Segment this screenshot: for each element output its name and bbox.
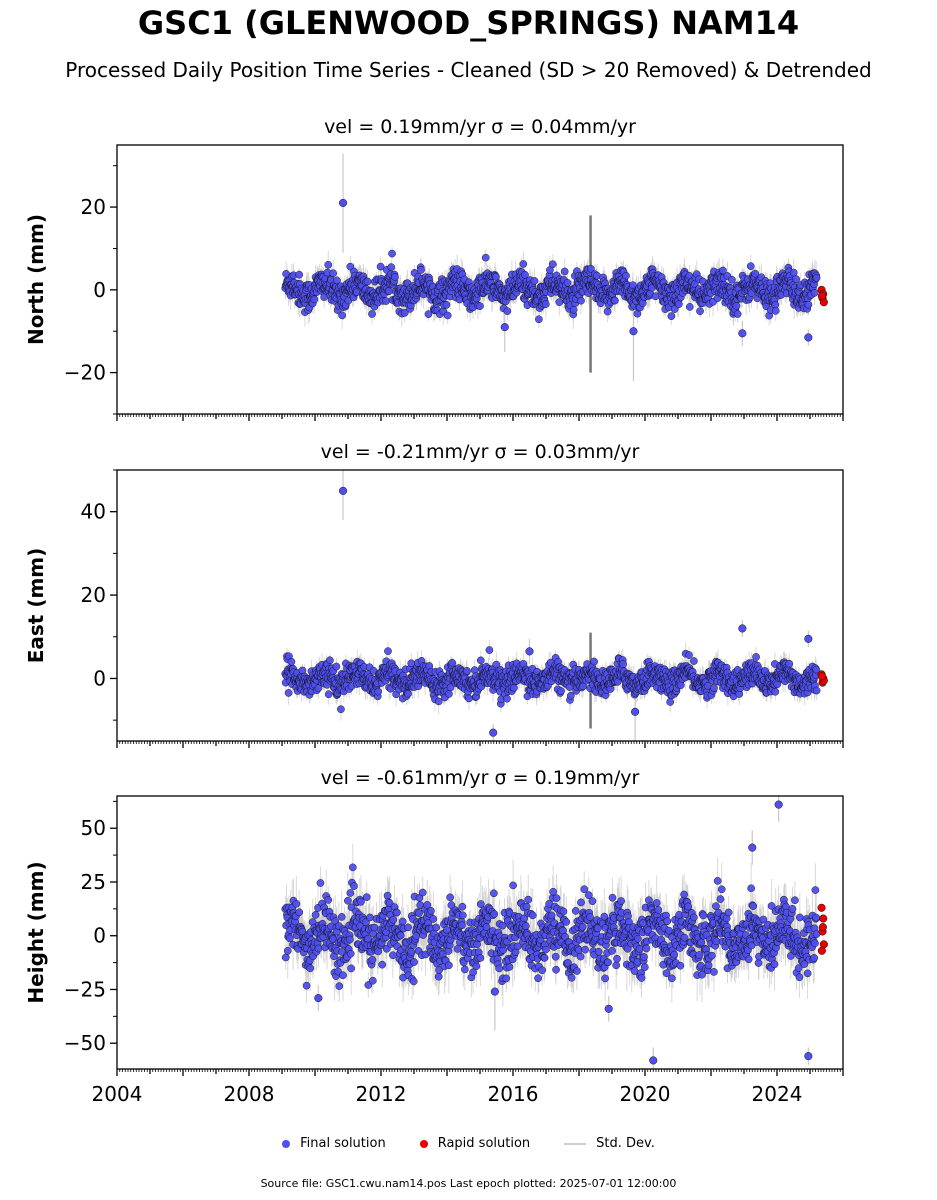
y-tick-label: −20 (64, 361, 106, 385)
final-solution-point (404, 689, 412, 698)
final-solution-point (434, 697, 443, 706)
final-solution-point (339, 198, 348, 207)
final-solution-point (577, 296, 585, 305)
final-solution-point (629, 281, 637, 290)
final-solution-point (674, 300, 683, 309)
final-solution-point (555, 298, 564, 307)
final-solution-point (337, 705, 345, 714)
rapid-solution-point (817, 292, 826, 301)
final-solution-point (310, 295, 319, 304)
y-tick-label: 20 (81, 195, 106, 219)
final-solution-point (368, 310, 376, 318)
final-solution-point (465, 694, 473, 703)
final-solution-point (812, 274, 821, 282)
final-solution-point (387, 263, 396, 271)
final-solution-point (771, 306, 780, 315)
final-solution-point (510, 684, 518, 692)
final-solution-point (751, 269, 760, 278)
final-solution-point (295, 270, 304, 279)
panel-title: vel = 0.19mm/yr σ = 0.04mm/yr (324, 116, 636, 138)
final-solution-point (566, 691, 575, 700)
final-solution-point (530, 277, 539, 285)
final-solution-point (476, 656, 485, 665)
final-solution-point (287, 657, 296, 666)
final-solution-point (804, 300, 813, 309)
final-solution-point (332, 662, 341, 671)
final-solution-point (400, 308, 409, 317)
final-solution-point (388, 249, 396, 258)
final-solution-point (557, 687, 565, 695)
final-solution-point (535, 315, 543, 324)
final-solution-point (563, 279, 572, 287)
y-axis-label: North (mm) (24, 214, 48, 345)
final-solution-point (500, 323, 509, 332)
final-solution-point (476, 302, 484, 310)
final-solution-point (485, 646, 494, 654)
final-solution-point (548, 260, 557, 269)
final-solution-point (503, 307, 512, 316)
final-solution-point (374, 687, 382, 696)
final-solution-point (792, 275, 800, 283)
final-solution-point (376, 262, 385, 271)
final-solution-point (733, 310, 742, 318)
final-solution-point (448, 658, 457, 667)
data-layer (281, 470, 828, 741)
panel-title: vel = -0.21mm/yr σ = 0.03mm/yr (321, 441, 640, 463)
final-solution-point (338, 311, 347, 320)
chart-title: GSC1 (GLENWOOD_SPRINGS) NAM14 (137, 4, 800, 42)
final-solution-point (670, 305, 679, 313)
y-axis-label: East (mm) (24, 548, 48, 664)
final-solution-point (424, 310, 433, 319)
final-solution-point (446, 683, 455, 692)
final-solution-point (314, 684, 323, 693)
final-solution-point (746, 262, 755, 271)
final-solution-point (324, 260, 333, 269)
final-solution-point (696, 307, 704, 315)
y-tick-label: 0 (93, 278, 106, 302)
final-solution-point (667, 312, 676, 321)
final-solution-point (332, 276, 341, 285)
final-solution-point (384, 647, 392, 655)
final-solution-point (685, 303, 694, 311)
chart-subtitle: Processed Daily Position Time Series - C… (65, 58, 872, 82)
final-solution-point (590, 657, 598, 666)
final-solution-point (611, 296, 619, 305)
panel-north: vel = 0.19mm/yr σ = 0.04mm/yr North (mm)−… (24, 116, 844, 421)
final-solution-point (789, 268, 798, 277)
final-solution-point (804, 333, 813, 342)
final-solution-point (629, 327, 638, 336)
final-solution-point (738, 329, 747, 338)
final-solution-point (541, 300, 550, 308)
final-solution-point (651, 292, 660, 301)
final-solution-point (382, 297, 390, 305)
final-solution-point (586, 264, 595, 273)
final-solution-point (481, 253, 490, 262)
final-solution-point (503, 694, 511, 703)
final-solution-point (324, 690, 333, 699)
final-solution-point (622, 271, 630, 280)
final-solution-point (519, 260, 528, 268)
final-solution-point (463, 666, 471, 675)
final-solution-point (728, 275, 736, 284)
final-solution-point (442, 300, 451, 309)
final-solution-point (391, 272, 399, 281)
final-solution-point (492, 272, 500, 281)
final-solution-point (284, 689, 293, 697)
final-solution-point (443, 311, 452, 320)
final-solution-point (810, 288, 819, 297)
final-solution-point (603, 307, 612, 316)
final-solution-point (363, 277, 372, 286)
final-solution-point (329, 269, 338, 278)
final-solution-point (732, 302, 741, 310)
final-solution-point (560, 267, 569, 276)
final-solution-point (417, 265, 425, 274)
data-layer (281, 153, 828, 381)
final-solution-point (445, 690, 453, 698)
final-solution-point (384, 287, 393, 295)
final-solution-point (569, 305, 578, 314)
final-solution-point (326, 656, 334, 665)
